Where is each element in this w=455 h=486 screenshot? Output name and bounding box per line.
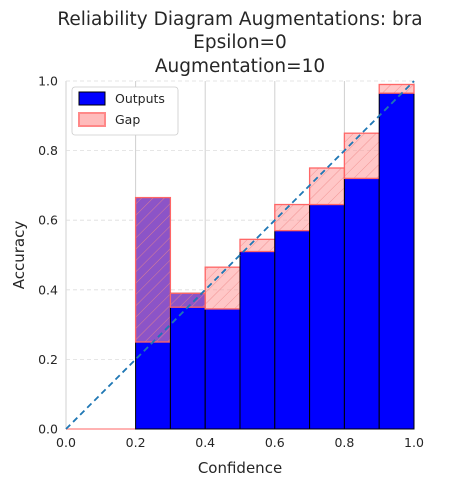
x-tick-label: 0.0 (56, 435, 76, 450)
output-bar (378, 92, 415, 430)
x-axis-ticks: 0.0 0.2 0.4 0.6 0.8 1.0 (56, 435, 424, 450)
gap-bar-hatch (134, 196, 172, 343)
x-axis-label: Confidence (198, 459, 282, 477)
legend-label-outputs: Outputs (115, 91, 165, 106)
chart-title-line-1: Reliability Diagram Augmentations: bra (57, 9, 422, 30)
y-tick-label: 0.2 (38, 352, 58, 367)
legend: Outputs Gap (71, 86, 179, 136)
output-bar (204, 308, 241, 430)
output-bar (343, 177, 380, 430)
bars-group (66, 83, 415, 430)
gap-bar-hatch (204, 266, 241, 310)
y-tick-label: 0.4 (38, 282, 58, 297)
output-bar (274, 230, 311, 430)
x-tick-label: 0.8 (334, 435, 354, 450)
legend-swatch-gap (78, 112, 106, 127)
y-tick-label: 0.6 (38, 213, 58, 228)
output-bar (169, 292, 206, 430)
y-tick-label: 0.8 (38, 143, 58, 158)
chart-title-line-2: Epsilon=0 (193, 32, 287, 53)
legend-label-gap: Gap (115, 112, 140, 127)
output-bar (309, 204, 345, 430)
x-tick-label: 0.4 (195, 435, 215, 450)
y-tick-label: 0.0 (38, 422, 58, 437)
gap-bar-hatch (169, 292, 206, 308)
y-axis-label: Accuracy (10, 221, 28, 290)
chart-title-line-3: Augmentation=10 (155, 56, 325, 77)
x-tick-label: 0.6 (265, 435, 285, 450)
gap-bar-hatch (343, 132, 380, 180)
gap-bar-hatch (308, 167, 346, 206)
y-tick-label: 1.0 (38, 74, 58, 89)
legend-swatch-outputs (78, 91, 106, 106)
gap-bar-hatch (378, 83, 415, 94)
y-axis-ticks: 0.0 0.2 0.4 0.6 0.8 1.0 (38, 74, 58, 437)
perfect-calibration-line (65, 80, 415, 430)
x-tick-label: 1.0 (404, 435, 424, 450)
gap-bar-hatch (274, 203, 311, 232)
x-tick-label: 0.2 (126, 435, 146, 450)
output-bar (239, 251, 276, 430)
